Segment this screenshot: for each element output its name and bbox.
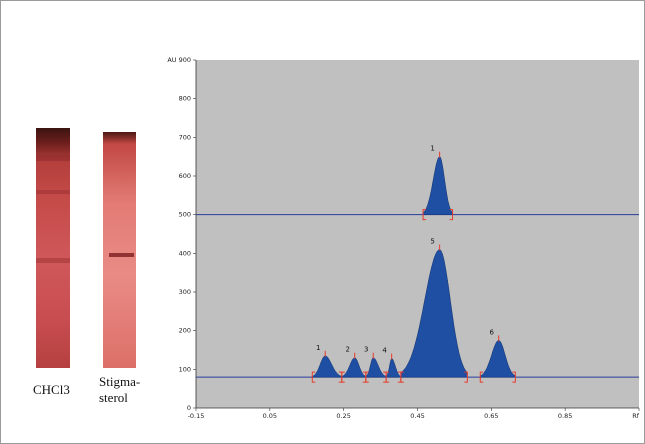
peak-label: 1 bbox=[316, 344, 320, 352]
x-tick-label: 0.65 bbox=[484, 412, 498, 420]
peak-bracket bbox=[449, 209, 454, 221]
peak-bracket bbox=[341, 371, 345, 383]
x-tick-label: 0.25 bbox=[336, 412, 350, 420]
y-tick-label: AU 900 bbox=[167, 56, 191, 64]
y-tick-label: 600 bbox=[179, 172, 191, 180]
y-tick-label: 300 bbox=[179, 288, 191, 296]
tlc-band-stigmasterol bbox=[109, 253, 134, 257]
peak-area bbox=[312, 355, 343, 378]
tlc-plate-stigmasterol bbox=[103, 132, 136, 368]
lane-label-stigmasterol: Stigma- sterol bbox=[99, 374, 141, 405]
peak-area bbox=[365, 357, 387, 378]
tlc-band bbox=[36, 190, 70, 194]
peak-label: 2 bbox=[346, 346, 350, 354]
x-tick-label: Rf bbox=[632, 412, 640, 420]
tlc-plate-chcl3 bbox=[36, 128, 70, 368]
y-tick-label: 400 bbox=[179, 249, 191, 257]
peak-area bbox=[422, 156, 453, 215]
tlc-band bbox=[36, 155, 70, 161]
x-tick-label: 0.85 bbox=[558, 412, 572, 420]
peak-bracket bbox=[422, 209, 427, 221]
peak-bracket bbox=[400, 371, 404, 383]
y-tick-label: 200 bbox=[179, 327, 191, 335]
peak-bracket bbox=[464, 371, 468, 383]
peak-bracket bbox=[512, 371, 516, 383]
peak-bracket bbox=[365, 371, 369, 383]
peak-bracket bbox=[479, 371, 484, 383]
x-tick-label: 0.05 bbox=[263, 412, 277, 420]
y-tick-label: 100 bbox=[179, 365, 191, 373]
peak-area bbox=[385, 358, 402, 378]
y-tick-label: 500 bbox=[179, 211, 191, 219]
y-tick-label: 800 bbox=[179, 95, 191, 103]
peak-bracket bbox=[385, 371, 390, 383]
y-tick-label: 700 bbox=[179, 133, 191, 141]
lane-label-chcl3: CHCl3 bbox=[33, 382, 70, 397]
peak-label: 6 bbox=[489, 328, 494, 336]
tlc-band bbox=[36, 258, 70, 263]
peak-area bbox=[400, 249, 468, 378]
peak-label: 4 bbox=[382, 347, 387, 355]
peak-label: 3 bbox=[364, 346, 368, 354]
x-tick-label: 0.45 bbox=[410, 412, 424, 420]
y-tick-label: 0 bbox=[187, 404, 191, 412]
peak-label: 5 bbox=[430, 237, 434, 245]
peak-bracket bbox=[311, 371, 316, 383]
peak-label: 1 bbox=[430, 145, 434, 153]
x-tick-label: -0.15 bbox=[188, 412, 205, 420]
